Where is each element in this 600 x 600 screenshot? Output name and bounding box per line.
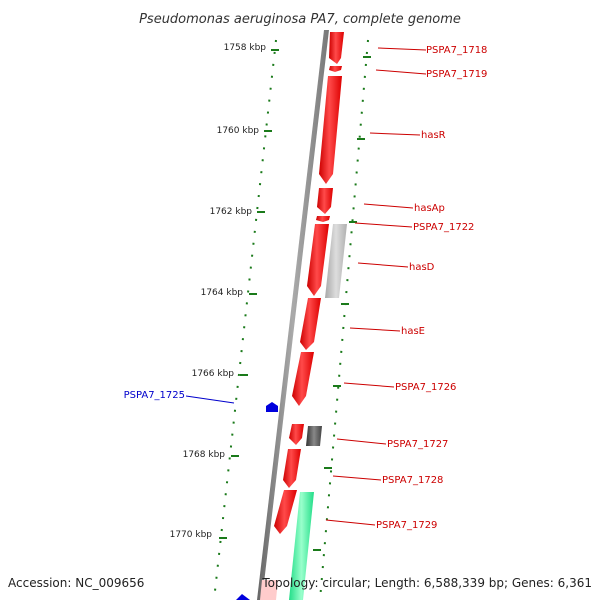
gene-label[interactable]: PSPA7_1718 — [426, 45, 487, 56]
gene-label[interactable]: PSPA7_1725 — [124, 390, 185, 401]
gene-feature-rna[interactable] — [289, 492, 314, 600]
kbp-tick-label: 1766 kbp — [192, 369, 235, 379]
outer-dotted-track — [213, 39, 369, 600]
gene-label[interactable]: PSPA7_1728 — [382, 475, 443, 486]
gene-feature-pspa7-1727[interactable] — [289, 424, 304, 445]
gene-label[interactable]: PSPA7_1726 — [395, 382, 456, 393]
gene-label[interactable]: PSPA7_1722 — [413, 222, 474, 233]
gene-feature-hasAp[interactable] — [317, 188, 333, 214]
kbp-tick: 1768 kbp — [183, 450, 239, 460]
gene-feature-pspa7-1728[interactable] — [283, 449, 301, 488]
kbp-tick-label: 1770 kbp — [170, 530, 213, 540]
kbp-tick-label: 1758 kbp — [224, 43, 267, 53]
gene-labels: PSPA7_1718 PSPA7_1719 hasR hasAp PSPA7_1… — [124, 45, 488, 531]
kbp-tick-label: 1760 kbp — [217, 126, 260, 136]
gene-label[interactable]: hasD — [409, 262, 435, 273]
kbp-tick: 1766 kbp — [192, 369, 248, 379]
gene-feature-pspa7-1719[interactable] — [329, 66, 342, 72]
kbp-tick: 1758 kbp — [224, 43, 279, 53]
kbp-tick-label: 1762 kbp — [210, 207, 253, 217]
gene-label[interactable]: hasE — [401, 326, 425, 337]
gene-label[interactable]: PSPA7_1719 — [426, 69, 487, 80]
gene-feature-pspa7-1722[interactable] — [316, 216, 330, 222]
gene-feature-pspa7-1726[interactable] — [292, 352, 314, 406]
gene-feature-reverse-bottom[interactable] — [236, 594, 250, 600]
kbp-tick-label: 1768 kbp — [183, 450, 226, 460]
gene-leader-lines — [185, 47, 427, 526]
map-title: Pseudomonas aeruginosa PA7, complete gen… — [139, 12, 461, 27]
genome-backbone — [257, 30, 329, 600]
gene-feature-hasR[interactable] — [319, 76, 342, 184]
gene-feature-pspa7-1725[interactable] — [266, 402, 278, 412]
kbp-tick: 1760 kbp — [217, 126, 272, 136]
inner-ticks — [313, 56, 371, 551]
kbp-tick: 1770 kbp — [170, 530, 227, 540]
kbp-ticks: 1758 kbp 1760 kbp 1762 kbp 1764 kbp 1766… — [170, 43, 279, 540]
gene-feature-hasE[interactable] — [300, 298, 321, 350]
kbp-tick: 1762 kbp — [210, 207, 265, 217]
gene-feature-hasD[interactable] — [307, 224, 329, 296]
gene-label[interactable]: PSPA7_1729 — [376, 520, 437, 531]
gene-feature-dark[interactable] — [306, 426, 322, 446]
accession-text: Accession: NC_009656 — [8, 576, 144, 590]
kbp-tick-label: 1764 kbp — [201, 288, 244, 298]
gene-label[interactable]: hasR — [421, 130, 446, 141]
topology-text: Topology: circular; Length: 6,588,339 bp… — [261, 576, 592, 590]
gene-label[interactable]: PSPA7_1727 — [387, 439, 448, 450]
gene-feature-pspa7-1729[interactable] — [274, 490, 297, 534]
gene-label[interactable]: hasAp — [414, 203, 445, 214]
kbp-tick: 1764 kbp — [201, 288, 257, 298]
gene-features — [236, 32, 347, 600]
gene-feature-pale[interactable] — [260, 580, 278, 600]
gene-feature-grey[interactable] — [325, 224, 347, 298]
gene-feature-pspa7-1718[interactable] — [329, 32, 344, 64]
